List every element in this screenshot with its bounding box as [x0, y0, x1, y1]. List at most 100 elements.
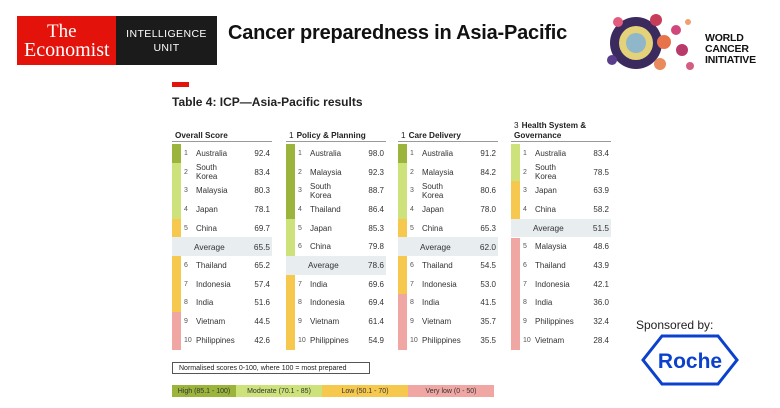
row-rank: 9	[298, 318, 302, 326]
row-country: Malaysia	[310, 167, 342, 177]
table-row: 1 Australia 91.2	[398, 144, 498, 163]
row-rank: 10	[410, 336, 418, 344]
row-country: Average	[194, 241, 225, 252]
column-number: 1	[401, 131, 406, 140]
row-rank: 2	[523, 168, 527, 176]
table-row: 1 Australia 98.0	[286, 144, 386, 163]
column-title: Policy & Planning	[296, 131, 366, 140]
score-band-bar	[398, 144, 407, 163]
column-title: Health System & Governance	[514, 121, 587, 140]
row-score: 98.0	[368, 148, 384, 158]
table-row: 4 Thailand 86.4	[286, 200, 386, 219]
row-score: 51.5	[592, 223, 609, 234]
row-rank: 8	[298, 299, 302, 307]
row-score: 63.9	[593, 186, 609, 196]
row-country: Australia	[535, 148, 567, 158]
row-rank: 6	[298, 243, 302, 251]
row-score: 79.8	[368, 242, 384, 252]
table-row: 6 China 79.8	[286, 237, 386, 256]
row-rank: 7	[523, 280, 527, 288]
row-score: 54.5	[480, 260, 496, 270]
table-row: 7 Indonesia 53.0	[398, 275, 498, 294]
table-row: 10 Vietnam 28.4	[511, 331, 611, 350]
wci-line3: INITIATIVE	[705, 54, 756, 66]
row-rank: 8	[410, 299, 414, 307]
row-rank: 5	[410, 224, 414, 232]
table-row: 2 South Korea 78.5	[511, 163, 611, 182]
score-band-bar	[172, 274, 181, 313]
row-rank: 5	[523, 243, 527, 251]
table-row: 10 Philippines 35.5	[398, 331, 498, 350]
average-row: Average 62.0	[398, 237, 498, 257]
column-title: Overall Score	[175, 131, 228, 140]
eiu-logo: The Economist INTELLIGENCE UNIT	[17, 16, 217, 65]
row-rank: 9	[410, 318, 414, 326]
table-row: 9 Vietnam 35.7	[398, 312, 498, 331]
row-score: 35.7	[480, 317, 496, 327]
row-score: 65.3	[480, 223, 496, 233]
row-score: 62.0	[479, 241, 496, 252]
row-score: 58.2	[593, 204, 609, 214]
row-country: China	[422, 223, 443, 233]
row-score: 35.5	[480, 335, 496, 345]
row-country: Japan	[196, 204, 218, 214]
average-row: Average 51.5	[511, 218, 611, 238]
economist-logo: The Economist	[17, 16, 116, 65]
row-country: Japan	[310, 223, 332, 233]
row-country: Malaysia	[422, 167, 454, 177]
row-country: South Korea	[310, 181, 332, 200]
row-score: 78.5	[593, 167, 609, 177]
row-rank: 4	[523, 205, 527, 213]
row-rank: 10	[184, 336, 192, 344]
table-row: 5 China 65.3	[398, 219, 498, 238]
table-row: 6 Thailand 54.5	[398, 256, 498, 275]
row-rank: 4	[410, 205, 414, 213]
logo-line1: The	[47, 20, 77, 42]
table-row: 7 Indonesia 57.4	[172, 275, 272, 294]
world-cancer-initiative-graphic	[607, 14, 694, 70]
row-score: 83.4	[593, 148, 609, 158]
column-title: Care Delivery	[408, 131, 461, 140]
row-country: India	[535, 298, 553, 308]
column-header: Overall Score	[172, 116, 272, 142]
row-rank: 2	[184, 168, 188, 176]
row-score: 69.7	[254, 223, 270, 233]
intelligence-unit-logo: INTELLIGENCE UNIT	[116, 16, 217, 65]
row-country: Australia	[196, 148, 228, 158]
row-score: 92.3	[368, 167, 384, 177]
table-row: 10 Philippines 54.9	[286, 331, 386, 350]
roche-logo-text: Roche	[658, 350, 722, 373]
table-row: 4 China 58.2	[511, 200, 611, 219]
legend-very-low: Very low (0 - 50)	[408, 385, 494, 397]
row-rank: 10	[298, 336, 306, 344]
row-country: Indonesia	[310, 298, 345, 308]
table-row: 9 Philippines 32.4	[511, 312, 611, 331]
column-header: 1 Care Delivery	[398, 116, 498, 142]
row-country: India	[196, 298, 214, 308]
row-rank: 6	[523, 261, 527, 269]
column-number: 3	[514, 121, 519, 130]
score-band-bar	[398, 293, 407, 350]
row-country: South Korea	[422, 181, 444, 200]
row-score: 65.5	[253, 241, 270, 252]
row-country: Australia	[422, 148, 454, 158]
table-row: 1 Australia 83.4	[511, 144, 611, 163]
table-row: 3 South Korea 80.6	[398, 181, 498, 200]
row-rank: 3	[410, 187, 414, 195]
roche-logo: Roche	[641, 334, 739, 386]
legend-moderate: Moderate (70.1 - 85)	[236, 385, 322, 397]
row-country: India	[422, 298, 440, 308]
row-score: 78.6	[367, 260, 384, 271]
legend-bar: High (85.1 - 100) Moderate (70.1 - 85) L…	[172, 385, 494, 397]
table-row: 5 China 69.7	[172, 219, 272, 238]
row-score: 42.1	[593, 279, 609, 289]
table-row: 5 Japan 85.3	[286, 219, 386, 238]
score-band-bar	[286, 144, 295, 219]
row-rank: 9	[523, 318, 527, 326]
table-row: 9 Vietnam 44.5	[172, 312, 272, 331]
table-row: 3 Malaysia 80.3	[172, 181, 272, 200]
row-country: Philippines	[310, 335, 349, 345]
row-rank: 10	[523, 336, 531, 344]
table-row: 9 Vietnam 61.4	[286, 312, 386, 331]
column-body: 1 Australia 92.4 2 South Korea 83.4 3 Malaysia 8…	[172, 144, 272, 350]
